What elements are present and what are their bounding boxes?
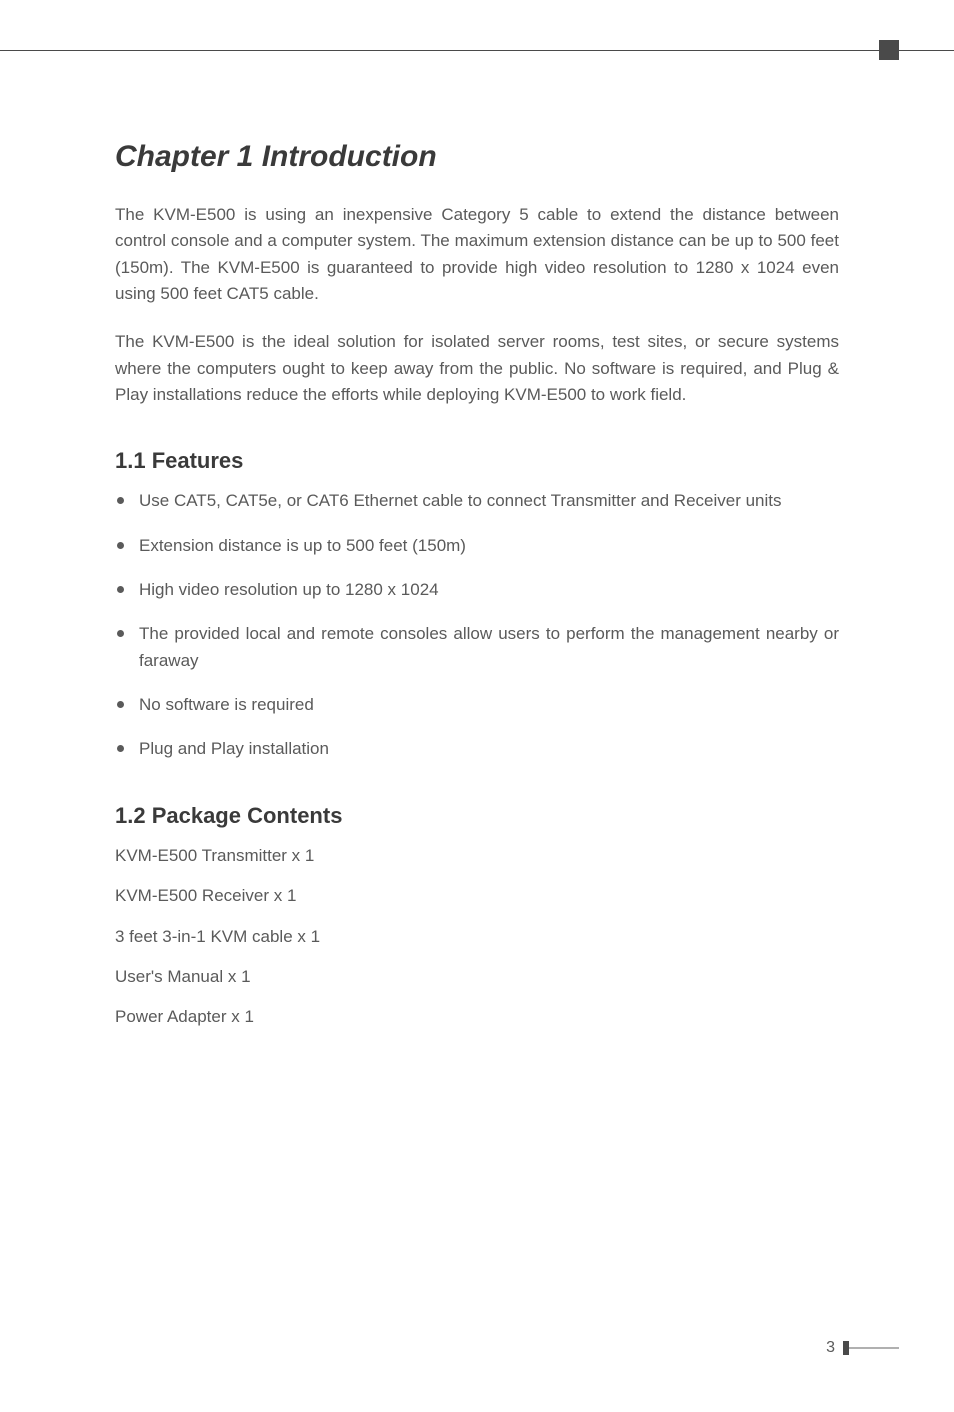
package-item: KVM-E500 Transmitter x 1 [115,843,839,869]
feature-item: The provided local and remote consoles a… [115,621,839,674]
feature-item: No software is required [115,692,839,718]
header-rule [0,50,954,51]
package-item: User's Manual x 1 [115,964,839,990]
feature-item: Plug and Play installation [115,736,839,762]
header-corner-block [879,40,899,60]
page-number: 3 [826,1339,835,1357]
package-item: Power Adapter x 1 [115,1004,839,1030]
page-content: Chapter 1 Introduction The KVM-E500 is u… [115,140,839,1031]
package-title: 1.2 Package Contents [115,803,839,829]
features-title: 1.1 Features [115,448,839,474]
feature-item: Use CAT5, CAT5e, or CAT6 Ethernet cable … [115,488,839,514]
intro-paragraph-2: The KVM-E500 is the ideal solution for i… [115,329,839,408]
feature-item: High video resolution up to 1280 x 1024 [115,577,839,603]
package-item: 3 feet 3-in-1 KVM cable x 1 [115,924,839,950]
chapter-title: Chapter 1 Introduction [115,140,839,174]
intro-paragraph-1: The KVM-E500 is using an inexpensive Cat… [115,202,839,307]
features-list: Use CAT5, CAT5e, or CAT6 Ethernet cable … [115,488,839,762]
feature-item: Extension distance is up to 500 feet (15… [115,533,839,559]
page-footer: 3 [826,1339,899,1357]
footer-marker-light [849,1347,899,1349]
package-item: KVM-E500 Receiver x 1 [115,883,839,909]
